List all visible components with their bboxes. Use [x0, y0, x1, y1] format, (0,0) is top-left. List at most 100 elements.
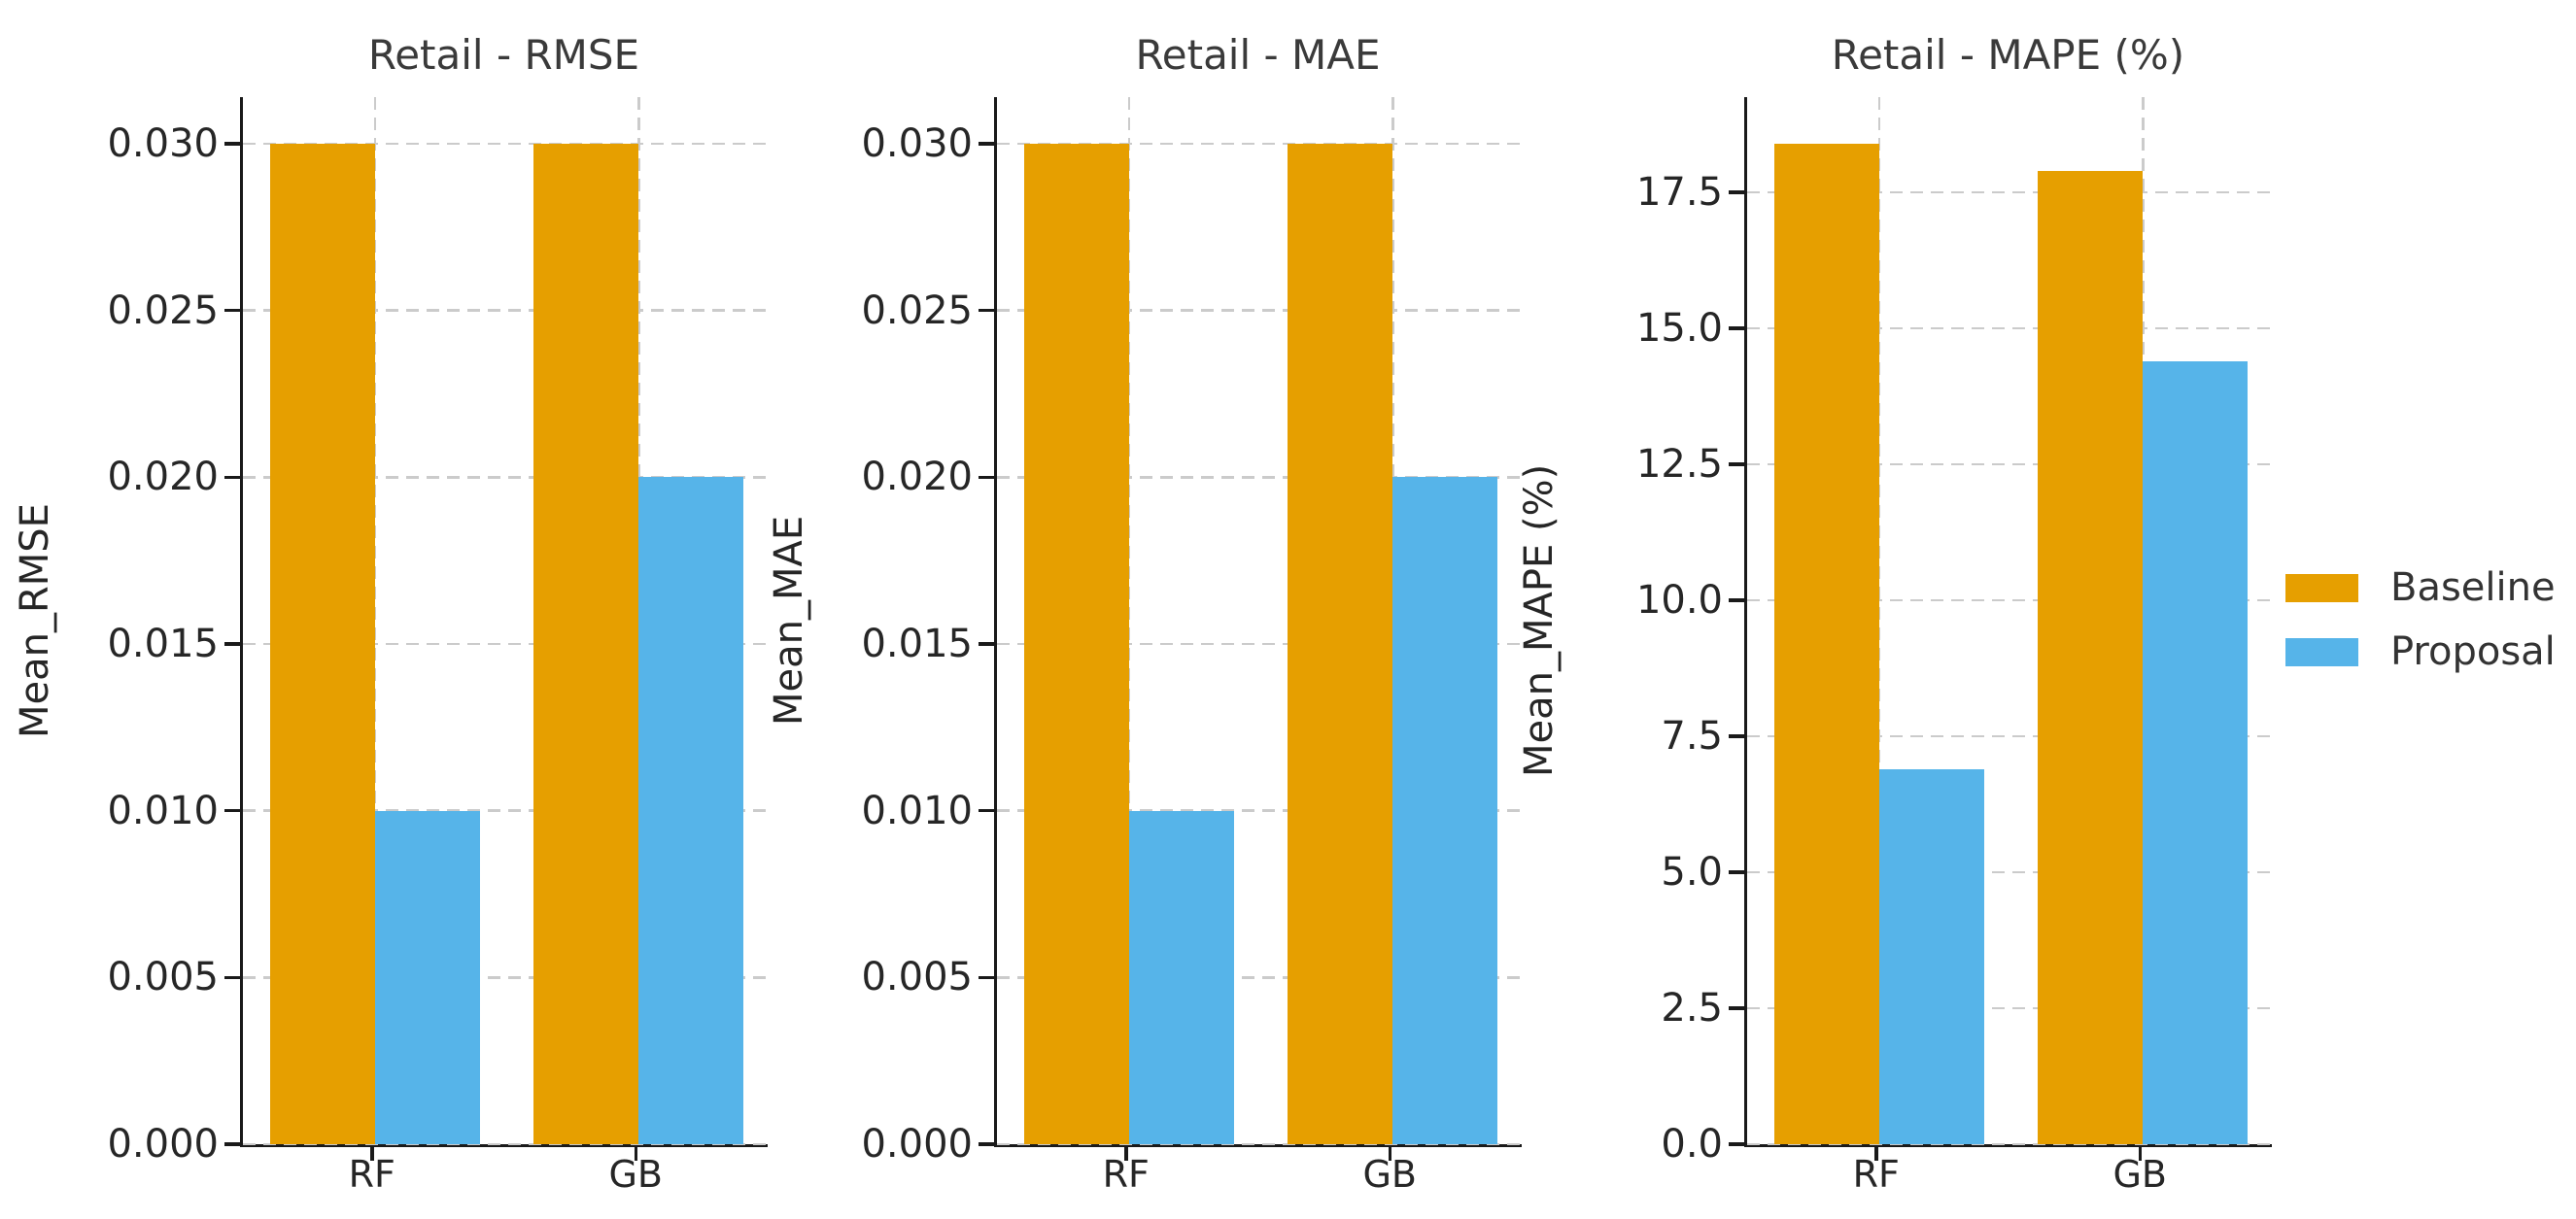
horizontal-gridline — [997, 142, 1522, 146]
bar-baseline-gb — [2038, 170, 2144, 1144]
bar-baseline-rf — [1023, 144, 1129, 1144]
horizontal-gridline — [997, 976, 1522, 979]
legend-swatch-proposal-icon — [2285, 637, 2358, 666]
y-tick-label: 0.000 — [107, 1122, 219, 1167]
x-tick-mark — [634, 1146, 637, 1161]
horizontal-gridline — [243, 476, 768, 479]
y-tick-mark — [224, 475, 240, 480]
horizontal-gridline — [1747, 870, 2272, 874]
x-tick-mark — [1388, 1146, 1391, 1161]
y-axis-label: Mean_MAE — [767, 515, 811, 727]
y-tick-label: 0.020 — [107, 455, 219, 500]
y-tick-label: 0.020 — [861, 455, 973, 500]
y-tick-label: 0.010 — [861, 788, 973, 833]
y-tick-label: 0.015 — [107, 622, 219, 667]
horizontal-gridline — [1747, 1142, 2272, 1146]
y-tick-label: 10.0 — [1635, 578, 1723, 623]
vertical-gridline-rf — [1877, 97, 1880, 1144]
x-tick-label-gb: GB — [1362, 1153, 1417, 1196]
chart-title: Retail - MAPE (%) — [1831, 31, 2185, 79]
bar-proposal-gb — [1392, 477, 1498, 1144]
legend-swatch-baseline-icon — [2285, 573, 2358, 602]
chart-title: Retail - MAE — [1135, 31, 1381, 79]
horizontal-gridline — [1747, 1006, 2272, 1010]
y-tick-mark — [224, 975, 240, 980]
y-tick-mark — [979, 308, 994, 313]
horizontal-gridline — [997, 1142, 1522, 1146]
horizontal-gridline — [1747, 326, 2272, 330]
y-tick-mark — [224, 142, 240, 146]
horizontal-gridline — [997, 476, 1522, 479]
horizontal-gridline — [1747, 734, 2272, 738]
horizontal-gridline — [243, 142, 768, 146]
y-tick-mark — [224, 808, 240, 813]
bar-proposal-gb — [2143, 360, 2249, 1144]
x-tick-label-gb: GB — [2112, 1153, 2167, 1196]
bar-proposal-rf — [1878, 768, 1984, 1144]
legend-entry-baseline: Baseline — [2285, 568, 2556, 607]
y-tick-mark — [979, 1142, 994, 1146]
horizontal-gridline — [243, 809, 768, 812]
y-tick-mark — [1729, 190, 1744, 194]
y-tick-label: 0.025 — [107, 288, 219, 333]
y-tick-label: 0.030 — [861, 121, 973, 167]
y-tick-label: 7.5 — [1661, 714, 1723, 759]
bar-baseline-rf — [1773, 143, 1879, 1144]
legend-entry-proposal: Proposal — [2285, 632, 2556, 671]
y-axis-label: Mean_MAPE (%) — [1517, 463, 1562, 778]
y-tick-mark — [1729, 1142, 1744, 1146]
x-tick-label-gb: GB — [608, 1153, 663, 1196]
legend-label-baseline: Baseline — [2390, 565, 2556, 610]
subplot-retail-rmse: Retail - RMSE 0.000 0.005 0.010 0.015 0.020 0.… — [13, 0, 768, 1219]
horizontal-gridline — [243, 642, 768, 646]
y-tick-label: 0.005 — [107, 955, 219, 1000]
horizontal-gridline — [243, 976, 768, 979]
plot-area — [240, 97, 768, 1147]
bar-baseline-gb — [1288, 144, 1393, 1144]
plot-area — [1744, 97, 2272, 1147]
x-tick-label-rf: RF — [348, 1153, 395, 1196]
y-tick-mark — [979, 975, 994, 980]
y-tick-label: 0.030 — [107, 121, 219, 167]
bar-proposal-rf — [374, 810, 480, 1144]
y-tick-label: 17.5 — [1635, 170, 1723, 215]
bar-proposal-gb — [638, 477, 744, 1144]
bar-baseline-rf — [269, 144, 375, 1144]
y-tick-mark — [979, 642, 994, 646]
y-tick-label: 0.005 — [861, 955, 973, 1000]
plot-area — [994, 97, 1522, 1147]
horizontal-gridline — [1747, 462, 2272, 466]
vertical-gridline-rf — [373, 97, 376, 1144]
y-tick-mark — [1729, 598, 1744, 602]
y-tick-mark — [1729, 734, 1744, 738]
x-tick-label-rf: RF — [1102, 1153, 1150, 1196]
x-tick-mark — [2138, 1146, 2142, 1161]
y-tick-label: 5.0 — [1661, 850, 1723, 895]
y-tick-label: 0.025 — [861, 288, 973, 333]
x-tick-mark — [1124, 1146, 1128, 1161]
legend: Baseline Proposal — [2285, 568, 2556, 671]
y-tick-label: 0.0 — [1661, 1122, 1723, 1167]
horizontal-gridline — [997, 309, 1522, 312]
horizontal-gridline — [997, 642, 1522, 646]
y-tick-mark — [224, 642, 240, 646]
y-tick-mark — [1729, 462, 1744, 466]
y-tick-mark — [979, 142, 994, 146]
chart-title: Retail - RMSE — [367, 31, 640, 79]
horizontal-gridline — [243, 309, 768, 312]
y-tick-mark — [1729, 326, 1744, 330]
subplot-retail-mape-: Retail - MAPE (%) 0.0 2.5 5.0 7.5 10.0 12.5 15.… — [1517, 0, 2272, 1219]
y-axis-label: Mean_RMSE — [13, 503, 57, 738]
y-tick-mark — [979, 808, 994, 813]
y-tick-mark — [1729, 1006, 1744, 1010]
y-tick-label: 2.5 — [1661, 986, 1723, 1031]
horizontal-gridline — [1747, 598, 2272, 602]
x-tick-mark — [1874, 1146, 1878, 1161]
y-tick-mark — [1729, 870, 1744, 874]
y-tick-mark — [224, 308, 240, 313]
horizontal-gridline — [997, 809, 1522, 812]
x-tick-label-rf: RF — [1852, 1153, 1900, 1196]
legend-label-proposal: Proposal — [2390, 629, 2556, 674]
y-tick-label: 15.0 — [1635, 306, 1723, 351]
